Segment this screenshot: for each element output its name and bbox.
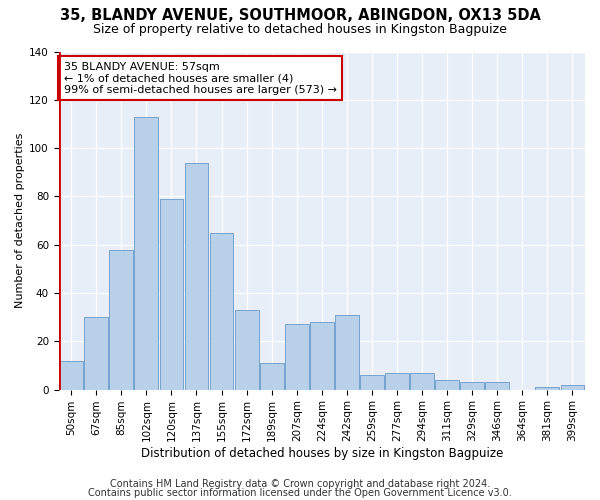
Bar [535,387,559,390]
Bar [335,314,359,390]
Bar [285,324,308,390]
Bar [235,310,259,390]
Text: Contains HM Land Registry data © Crown copyright and database right 2024.: Contains HM Land Registry data © Crown c… [110,479,490,489]
Bar [410,372,434,390]
Bar [209,232,233,390]
Bar [160,199,184,390]
Bar [385,372,409,390]
Bar [109,250,133,390]
Bar [85,317,108,390]
Text: Size of property relative to detached houses in Kingston Bagpuize: Size of property relative to detached ho… [93,22,507,36]
Bar [560,385,584,390]
Bar [260,363,284,390]
Text: Contains public sector information licensed under the Open Government Licence v3: Contains public sector information licen… [88,488,512,498]
Y-axis label: Number of detached properties: Number of detached properties [15,133,25,308]
Bar [134,116,158,390]
Bar [310,322,334,390]
Bar [460,382,484,390]
Bar [435,380,459,390]
X-axis label: Distribution of detached houses by size in Kingston Bagpuize: Distribution of detached houses by size … [140,447,503,460]
Text: 35, BLANDY AVENUE, SOUTHMOOR, ABINGDON, OX13 5DA: 35, BLANDY AVENUE, SOUTHMOOR, ABINGDON, … [59,8,541,22]
Bar [185,162,208,390]
Text: 35 BLANDY AVENUE: 57sqm
← 1% of detached houses are smaller (4)
99% of semi-deta: 35 BLANDY AVENUE: 57sqm ← 1% of detached… [64,62,337,95]
Bar [59,360,83,390]
Bar [485,382,509,390]
Bar [360,375,384,390]
